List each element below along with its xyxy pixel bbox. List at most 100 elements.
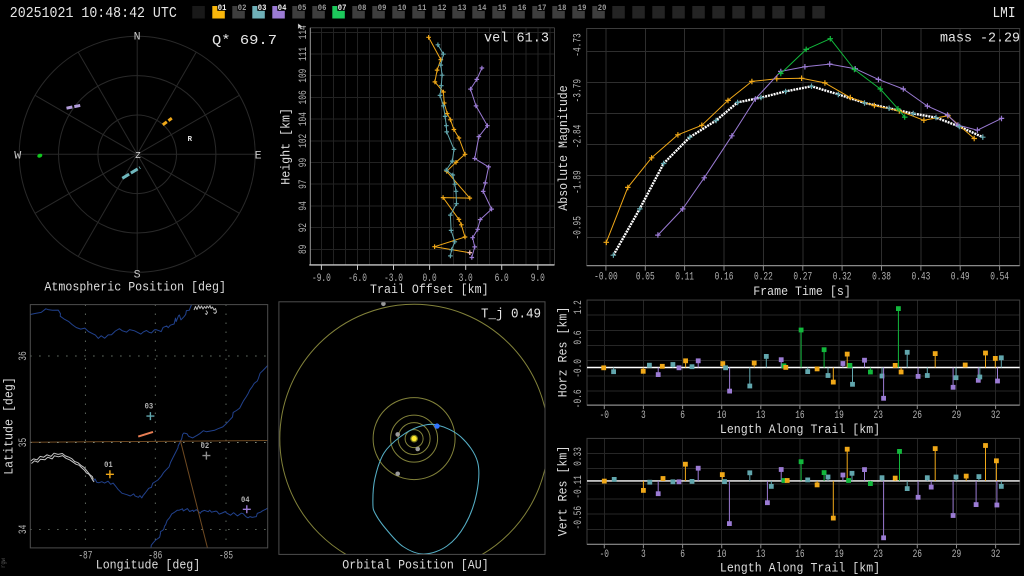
svg-text:10: 10 (717, 410, 726, 422)
svg-text:19: 19 (578, 3, 587, 13)
svg-text:13: 13 (756, 549, 765, 561)
svg-text:94: 94 (298, 201, 310, 211)
svg-text:13: 13 (756, 410, 765, 422)
svg-text:-0.95: -0.95 (573, 216, 585, 240)
svg-text:26: 26 (913, 549, 922, 561)
svg-text:16: 16 (795, 410, 804, 422)
svg-text:3.0: 3.0 (459, 273, 473, 285)
svg-text:05: 05 (298, 3, 307, 13)
svg-text:Atmospheric Position [deg]: Atmospheric Position [deg] (44, 280, 226, 295)
svg-text:97: 97 (298, 180, 310, 189)
svg-text:9.0: 9.0 (531, 273, 545, 285)
svg-text:rgw: rgw (0, 558, 7, 568)
svg-text:0.11: 0.11 (675, 272, 694, 284)
svg-text:Latitude [deg]: Latitude [deg] (2, 377, 17, 475)
svg-text:LMI: LMI (993, 6, 1016, 22)
svg-text:-9.0: -9.0 (312, 273, 331, 285)
svg-text:Vert Res [km]: Vert Res [km] (556, 446, 571, 537)
svg-text:Longitude [deg]: Longitude [deg] (96, 558, 201, 573)
svg-text:07: 07 (338, 3, 347, 13)
svg-text:01: 01 (218, 3, 227, 13)
svg-text:34: 34 (18, 524, 30, 534)
svg-text:Z: Z (135, 151, 141, 161)
svg-text:Length Along Trail [km]: Length Along Trail [km] (720, 422, 880, 437)
svg-text:W: W (14, 150, 21, 162)
svg-text:12: 12 (438, 3, 447, 13)
svg-text:6: 6 (680, 410, 685, 422)
svg-text:0.05: 0.05 (636, 272, 655, 284)
svg-text:0.43: 0.43 (912, 272, 931, 284)
svg-text:114: 114 (298, 25, 310, 39)
svg-text:02: 02 (201, 441, 210, 451)
svg-text:-86: -86 (148, 551, 162, 563)
svg-text:-0.6: -0.6 (573, 389, 585, 408)
svg-text:-4.73: -4.73 (573, 33, 585, 57)
svg-text:36: 36 (18, 351, 30, 360)
svg-text:-0.00: -0.00 (594, 272, 618, 284)
svg-text:92: 92 (298, 223, 310, 232)
svg-text:Height [km]: Height [km] (279, 108, 294, 185)
svg-text:S: S (134, 270, 141, 282)
svg-text:10: 10 (717, 549, 726, 561)
svg-text:18: 18 (558, 3, 567, 13)
svg-text:-2.84: -2.84 (573, 124, 585, 148)
svg-text:20251021 10:48:42 UTC: 20251021 10:48:42 UTC (10, 6, 177, 22)
svg-text:32: 32 (991, 410, 1000, 422)
svg-text:0.27: 0.27 (793, 272, 812, 284)
svg-text:-0: -0 (600, 410, 609, 422)
svg-text:16: 16 (795, 549, 804, 561)
svg-text:-87: -87 (78, 551, 92, 563)
svg-text:-6.0: -6.0 (348, 273, 367, 285)
svg-text:Frame Time [s]: Frame Time [s] (753, 284, 851, 299)
svg-text:3: 3 (641, 549, 646, 561)
svg-text:20: 20 (598, 3, 607, 13)
svg-text:109: 109 (298, 69, 310, 83)
svg-text:111: 111 (298, 47, 310, 61)
svg-text:-85: -85 (219, 551, 233, 563)
svg-text:-0.0: -0.0 (573, 359, 585, 378)
svg-text:T_j 0.49: T_j 0.49 (481, 307, 541, 323)
svg-text:04: 04 (278, 3, 287, 13)
svg-text:19: 19 (834, 549, 843, 561)
svg-text:03: 03 (258, 3, 267, 13)
svg-text:0.32: 0.32 (833, 272, 852, 284)
svg-text:19: 19 (834, 410, 843, 422)
svg-text:14: 14 (478, 3, 487, 13)
svg-text:Horz Res [km]: Horz Res [km] (556, 307, 571, 398)
svg-text:01: 01 (104, 460, 113, 470)
svg-text:6: 6 (680, 549, 685, 561)
svg-text:106: 106 (298, 90, 310, 104)
svg-text:08: 08 (358, 3, 367, 13)
svg-text:Length Along Trail [km]: Length Along Trail [km] (720, 561, 880, 576)
svg-text:04: 04 (241, 495, 250, 505)
svg-text:03: 03 (145, 402, 154, 412)
svg-text:-0: -0 (600, 549, 609, 561)
svg-text:0.54: 0.54 (990, 272, 1009, 284)
svg-text:10: 10 (398, 3, 407, 13)
svg-text:Absolute Magnitude: Absolute Magnitude (556, 85, 571, 211)
svg-text:0.16: 0.16 (715, 272, 734, 284)
svg-text:09: 09 (378, 3, 387, 13)
svg-text:15: 15 (498, 3, 507, 13)
svg-text:0.6: 0.6 (573, 331, 585, 345)
svg-text:13: 13 (458, 3, 467, 13)
svg-text:1.2: 1.2 (573, 300, 585, 314)
svg-text:99: 99 (298, 158, 310, 167)
svg-text:23: 23 (874, 410, 883, 422)
svg-text:17: 17 (538, 3, 547, 13)
svg-text:0.49: 0.49 (951, 272, 970, 284)
svg-text:N: N (134, 32, 141, 44)
svg-text:0.22: 0.22 (754, 272, 773, 284)
svg-text:mass -2.29: mass -2.29 (940, 31, 1020, 47)
svg-text:26: 26 (913, 410, 922, 422)
svg-text:3: 3 (641, 410, 646, 422)
svg-text:35: 35 (18, 438, 30, 447)
svg-text:Q* 69.7: Q* 69.7 (212, 33, 277, 49)
svg-text:Trail Offset [km]: Trail Offset [km] (370, 282, 489, 297)
svg-text:0.33: 0.33 (573, 447, 585, 466)
svg-text:-3.79: -3.79 (573, 79, 585, 103)
svg-text:Orbital Position [AU]: Orbital Position [AU] (342, 558, 488, 573)
svg-text:-0.56: -0.56 (573, 506, 585, 530)
svg-text:29: 29 (952, 410, 961, 422)
svg-text:-0.11: -0.11 (573, 475, 585, 499)
